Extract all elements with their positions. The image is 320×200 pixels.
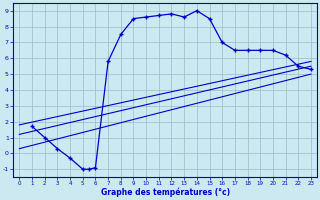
X-axis label: Graphe des températures (°c): Graphe des températures (°c)	[100, 188, 230, 197]
